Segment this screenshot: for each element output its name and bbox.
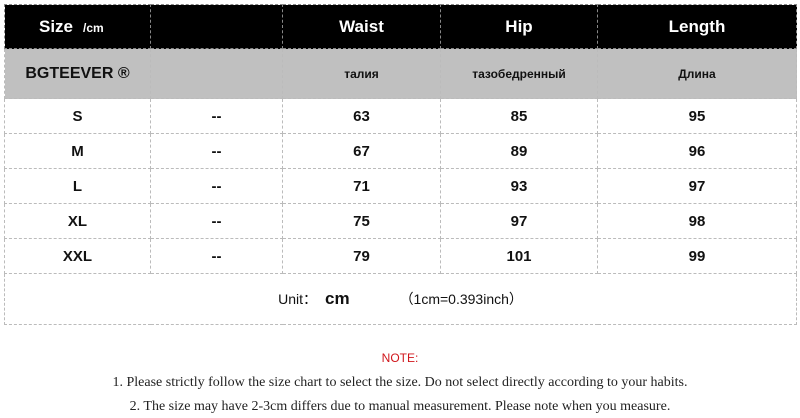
cell-size: S — [4, 98, 151, 134]
cell-hip: 85 — [440, 98, 598, 134]
cell-length: 99 — [597, 238, 797, 274]
header-row: Size/cm Waist Hip Length — [4, 4, 797, 49]
waist-ru: талия — [282, 48, 441, 99]
unit-cell: Unit： cm （1cm=0.393inch） — [4, 273, 797, 325]
cell-col2: -- — [150, 98, 283, 134]
hip-ru: тазобедренный — [440, 48, 598, 99]
table-row: M -- 67 89 96 — [4, 133, 797, 169]
cell-col2: -- — [150, 133, 283, 169]
cell-waist: 67 — [282, 133, 441, 169]
table-row: XL -- 75 97 98 — [4, 203, 797, 239]
header-hip: Hip — [440, 4, 598, 49]
header-waist: Waist — [282, 4, 441, 49]
cell-waist: 63 — [282, 98, 441, 134]
cell-hip: 93 — [440, 168, 598, 204]
cell-waist: 75 — [282, 203, 441, 239]
cell-size: XXL — [4, 238, 151, 274]
unit-label: /cm — [83, 20, 104, 35]
cell-waist: 79 — [282, 238, 441, 274]
table-row: L -- 71 93 97 — [4, 168, 797, 204]
table-row: S -- 63 85 95 — [4, 98, 797, 134]
note-line-1: 1. Please strictly follow the size chart… — [112, 375, 688, 390]
cell-length: 96 — [597, 133, 797, 169]
cell-hip: 97 — [440, 203, 598, 239]
note-line-2: 2. The size may have 2-3cm differs due t… — [129, 399, 671, 414]
unit-text: Unit： — [278, 291, 317, 307]
brand-row: BGTEEVER ® талия тазобедренный Длина — [4, 48, 797, 99]
cell-col2: -- — [150, 203, 283, 239]
cell-hip: 101 — [440, 238, 598, 274]
cell-length: 95 — [597, 98, 797, 134]
header-size: Size/cm — [4, 4, 151, 49]
table-row: XXL -- 79 101 99 — [4, 238, 797, 274]
unit-value: cm — [324, 289, 350, 308]
cell-size: XL — [4, 203, 151, 239]
cell-length: 98 — [597, 203, 797, 239]
cell-hip: 89 — [440, 133, 598, 169]
brand-name: BGTEEVER ® — [4, 48, 151, 99]
cell-size: L — [4, 168, 151, 204]
length-ru: Длина — [597, 48, 797, 99]
unit-row: Unit： cm （1cm=0.393inch） — [4, 273, 797, 325]
cell-waist: 71 — [282, 168, 441, 204]
cell-col2: -- — [150, 168, 283, 204]
cell-length: 97 — [597, 168, 797, 204]
cell-col2: -- — [150, 238, 283, 274]
header-blank — [150, 4, 283, 49]
brand-blank — [150, 48, 283, 99]
cell-size: M — [4, 133, 151, 169]
header-length: Length — [597, 4, 797, 49]
size-chart-table: Size/cm Waist Hip Length BGTEEVER ® тали… — [4, 4, 797, 325]
note-title: NOTE: — [381, 351, 419, 365]
size-label: Size — [39, 16, 74, 36]
unit-conversion: （1cm=0.393inch） — [399, 291, 523, 307]
